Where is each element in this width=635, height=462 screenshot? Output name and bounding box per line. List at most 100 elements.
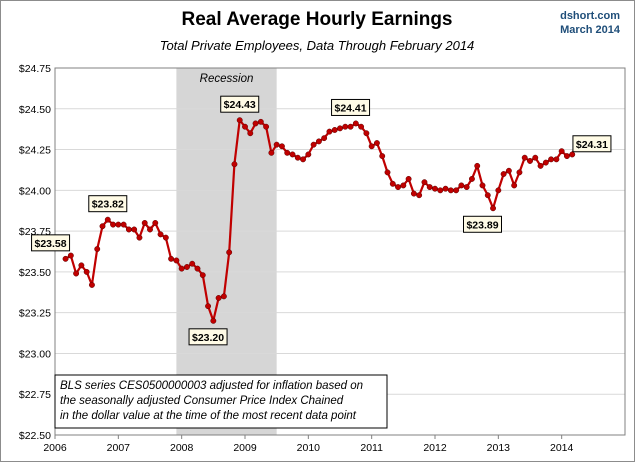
data-point — [463, 184, 470, 191]
data-point — [516, 169, 523, 176]
data-point — [326, 128, 333, 135]
data-label-box — [31, 234, 71, 252]
data-point — [273, 141, 280, 148]
data-label-box — [188, 328, 228, 346]
data-point — [147, 226, 153, 233]
data-point — [236, 117, 243, 124]
data-point — [62, 255, 69, 262]
note-line: in the dollar value at the time of the m… — [60, 410, 357, 422]
plot-area — [54, 67, 626, 436]
data-point — [73, 270, 80, 277]
data-point — [115, 221, 122, 228]
data-label-box — [572, 135, 612, 153]
data-point — [395, 184, 402, 191]
data-point — [532, 154, 539, 161]
data-point — [368, 143, 375, 150]
data-point — [379, 153, 386, 160]
y-tick-label: $24.00 — [19, 185, 51, 197]
x-tick-label: 2012 — [423, 442, 447, 454]
data-point — [527, 158, 533, 164]
data-point — [94, 246, 101, 253]
data-point — [563, 153, 570, 160]
y-tick-label: $24.25 — [19, 145, 51, 157]
data-point — [168, 255, 175, 262]
x-tick-label: 2007 — [107, 442, 131, 454]
x-tick-label: 2009 — [233, 442, 257, 454]
data-point — [99, 223, 106, 230]
data-point — [300, 156, 307, 163]
data-point — [136, 234, 143, 241]
data-point — [189, 260, 196, 267]
data-point — [194, 265, 201, 272]
data-label: $23.89 — [463, 215, 502, 233]
data-point — [284, 149, 291, 156]
data-point — [294, 154, 301, 161]
data-point — [268, 149, 275, 156]
data-label-box — [331, 98, 371, 116]
data-point — [120, 221, 127, 228]
data-point — [104, 216, 111, 223]
data-point — [78, 262, 85, 269]
data-point — [242, 123, 248, 130]
axis-layer: $22.50$22.75$23.00$23.25$23.50$23.75$24.… — [19, 63, 574, 454]
recession-label: Recession — [200, 73, 254, 85]
data-label-box — [463, 215, 502, 233]
data-label-text: $24.43 — [224, 99, 256, 111]
data-point — [321, 135, 328, 142]
data-point — [215, 295, 222, 301]
data-point — [125, 226, 132, 233]
data-point — [337, 125, 343, 132]
data-point — [548, 156, 555, 163]
data-point — [141, 220, 148, 226]
data-point — [537, 162, 544, 169]
source-date: March 2014 — [560, 24, 621, 36]
y-tick-label: $24.50 — [19, 104, 51, 116]
data-point — [484, 192, 491, 199]
data-point — [358, 123, 365, 130]
data-point — [389, 180, 396, 187]
x-tick-label: 2008 — [170, 442, 194, 454]
data-point — [558, 148, 565, 155]
data-point — [131, 226, 138, 233]
data-point — [421, 179, 428, 186]
data-point — [400, 182, 407, 189]
data-point — [289, 151, 296, 158]
data-point — [410, 190, 417, 197]
x-tick-label: 2010 — [297, 442, 321, 454]
data-label-text: $24.41 — [334, 102, 366, 114]
data-label-text: $23.58 — [34, 238, 66, 250]
chart-title: Real Average Hourly Earnings — [181, 9, 452, 30]
data-point — [226, 249, 233, 256]
data-point — [278, 143, 285, 150]
data-point — [426, 184, 433, 191]
data-label: $23.20 — [188, 328, 228, 346]
data-point — [500, 171, 507, 177]
data-label: $24.31 — [572, 135, 612, 153]
data-point — [310, 141, 317, 148]
note-line: the seasonally adjusted Consumer Price I… — [60, 395, 344, 407]
note-line: BLS series CES0500000003 adjusted for in… — [60, 380, 363, 392]
data-point — [495, 187, 502, 194]
data-label-text: $23.82 — [92, 199, 124, 211]
data-point — [342, 123, 349, 130]
data-label-text: $23.20 — [192, 332, 224, 344]
data-point — [442, 185, 449, 192]
y-tick-label: $22.50 — [19, 430, 51, 442]
data-label-text: $24.31 — [576, 139, 608, 151]
data-point — [416, 192, 423, 199]
data-point — [447, 187, 454, 194]
y-tick-label: $23.25 — [19, 308, 51, 320]
data-point — [199, 272, 206, 279]
x-tick-label: 2013 — [487, 442, 511, 454]
data-point — [458, 182, 465, 189]
data-label-text: $23.89 — [466, 219, 498, 231]
data-point — [521, 154, 528, 161]
data-point — [373, 140, 380, 146]
data-point — [553, 156, 560, 163]
data-point — [569, 151, 576, 158]
data-label: $24.41 — [331, 98, 371, 116]
data-point — [67, 252, 74, 259]
data-point — [183, 264, 190, 270]
x-tick-label: 2006 — [43, 442, 67, 454]
